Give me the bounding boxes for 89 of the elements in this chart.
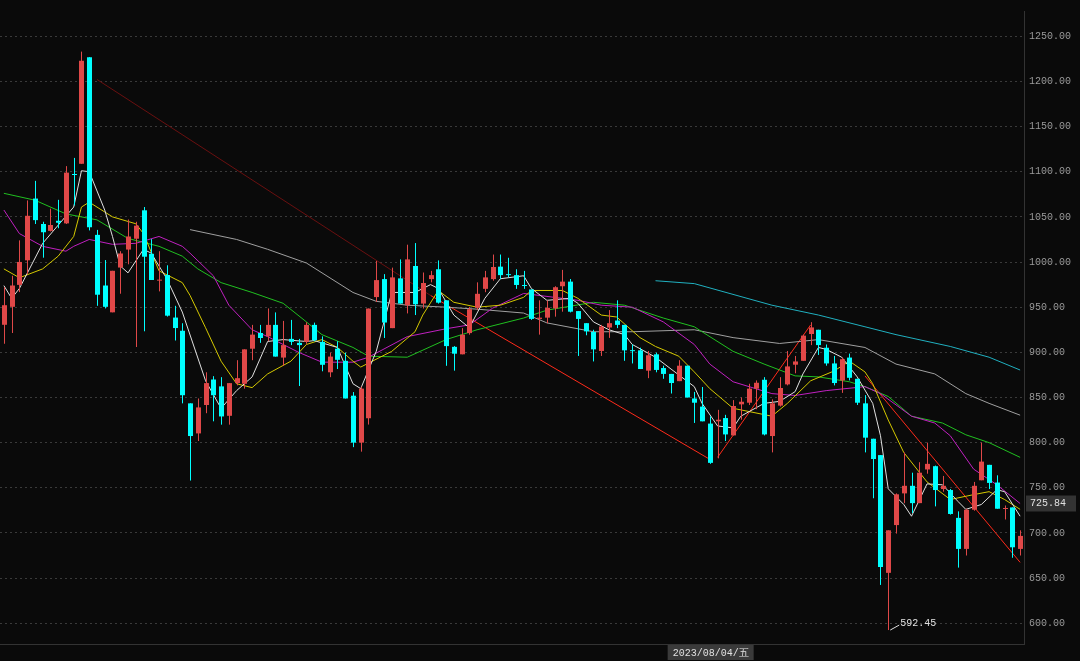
candlestick <box>421 272 426 310</box>
candlestick <box>460 327 465 355</box>
candlestick <box>483 270 488 293</box>
candlestick <box>173 305 178 341</box>
candlestick <box>204 371 209 414</box>
candlestick <box>48 208 53 233</box>
candlestick <box>948 488 953 516</box>
candlestick <box>700 386 705 422</box>
candlestick <box>816 329 821 356</box>
candlestick <box>972 481 977 512</box>
y-tick-label: 650.00 <box>1029 572 1066 584</box>
candlestick <box>824 343 829 367</box>
candlestick <box>1003 504 1008 520</box>
y-tick-label: 950.00 <box>1029 301 1066 313</box>
candlestick <box>491 254 496 282</box>
candlestick <box>902 451 907 504</box>
candlestick <box>654 352 659 373</box>
candlestick <box>328 352 333 378</box>
candlestick <box>297 338 302 387</box>
candlestick <box>840 357 845 394</box>
candlestick <box>506 257 511 278</box>
candlestick <box>692 391 697 424</box>
candlestick <box>157 250 162 292</box>
candlestick <box>304 321 309 345</box>
candlestick <box>778 376 783 408</box>
candlestick <box>553 285 558 318</box>
candlestick <box>134 221 139 348</box>
y-tick-label: 1150.00 <box>1029 121 1072 133</box>
y-tick-label: 750.00 <box>1029 482 1066 494</box>
candlestick <box>289 319 294 346</box>
y-tick-label: 600.00 <box>1029 617 1066 629</box>
candlestick <box>17 239 22 293</box>
candlestick <box>452 345 457 372</box>
candlestick <box>630 343 635 364</box>
candlestick <box>723 414 728 442</box>
candlestick <box>312 322 317 342</box>
y-tick-label: 850.00 <box>1029 392 1066 404</box>
y-tick-label: 1000.00 <box>1029 256 1072 268</box>
y-tick-label: 900.00 <box>1029 346 1066 358</box>
candlestick <box>41 221 46 259</box>
candlestick <box>785 350 790 386</box>
y-tick-label: 1200.00 <box>1029 76 1072 88</box>
candlestick <box>910 472 915 514</box>
candlestick <box>475 281 480 311</box>
candlestick <box>933 465 938 507</box>
candlestick <box>847 353 852 381</box>
candlestick <box>211 375 216 422</box>
candlestick <box>56 199 61 229</box>
candlestick <box>335 340 340 370</box>
candlestick <box>250 324 255 361</box>
candlestick <box>855 378 860 406</box>
candlestick <box>522 270 527 290</box>
candlestick <box>266 307 271 342</box>
candlestick <box>832 355 837 386</box>
candlestick <box>498 254 503 280</box>
text: 2023/08/04/五 <box>672 647 749 659</box>
candlestick <box>754 379 759 410</box>
candlestick <box>235 359 240 386</box>
y-tick-label: 800.00 <box>1029 437 1066 449</box>
candlestick <box>374 260 379 303</box>
candlestick <box>281 320 286 367</box>
annotation: 592.45 <box>900 617 937 629</box>
text: 725.84 <box>1030 498 1067 510</box>
candlestick <box>576 310 581 357</box>
candlestick <box>33 180 38 225</box>
candlestick <box>607 309 612 339</box>
candlestick <box>979 442 984 481</box>
candlestick <box>514 268 519 290</box>
candlestick <box>10 275 15 334</box>
candlestick <box>118 250 123 295</box>
candlestick <box>467 306 472 336</box>
candlestick <box>126 219 131 265</box>
y-tick-label: 700.00 <box>1029 527 1066 539</box>
y-tick-label: 1100.00 <box>1029 166 1072 178</box>
candlestick <box>545 299 550 324</box>
y-tick-label: 1250.00 <box>1029 30 1072 42</box>
y-tick-label: 1050.00 <box>1029 211 1072 223</box>
candlestick <box>646 350 651 379</box>
candlestick <box>1018 529 1023 557</box>
candlestick <box>615 299 620 329</box>
candlestick <box>103 259 108 309</box>
candlestick <box>809 321 814 346</box>
candlestick <box>2 286 7 345</box>
candlestick <box>747 383 752 406</box>
candlestick <box>987 464 992 490</box>
candlestick <box>591 329 596 362</box>
candlestick <box>871 438 876 499</box>
candlestick <box>72 157 77 206</box>
candlestick <box>320 335 325 372</box>
